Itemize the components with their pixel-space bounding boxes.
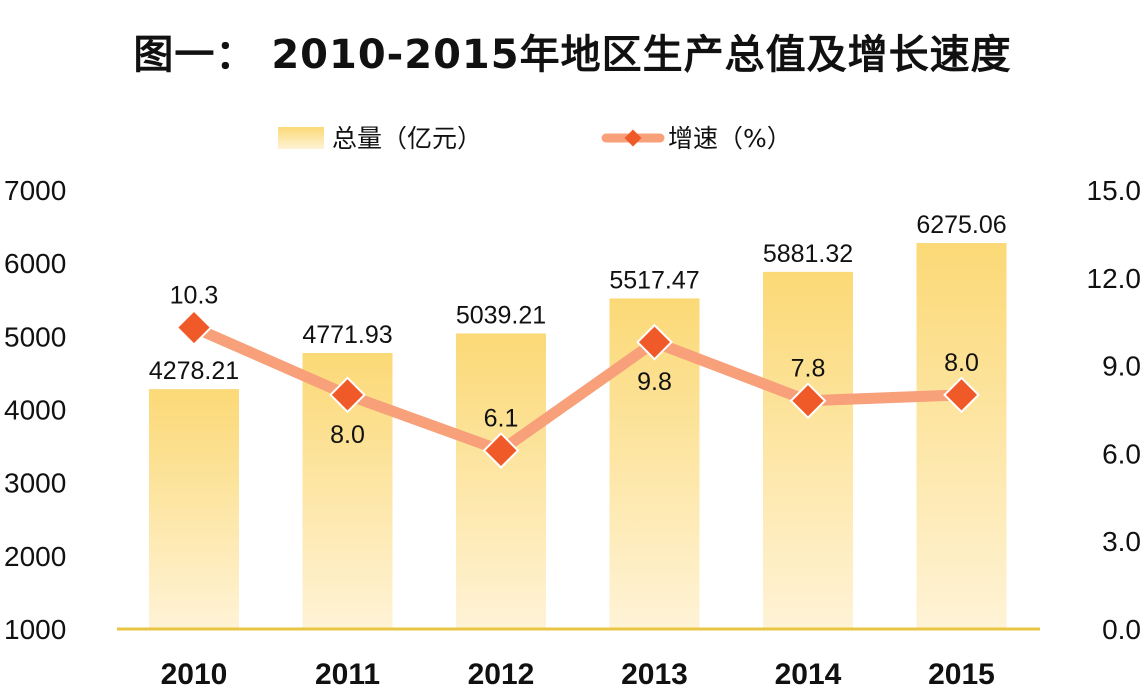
category-label: 2015: [928, 658, 995, 691]
growth-value-label: 8.0: [944, 349, 979, 377]
right-tick-label: 9.0: [1102, 351, 1141, 382]
right-tick-label: 0.0: [1102, 614, 1141, 645]
category-label: 2014: [775, 658, 842, 691]
growth-marker: [482, 432, 520, 469]
growth-marker: [943, 376, 980, 414]
bar: [456, 333, 546, 628]
bar-value-label: 4771.93: [302, 321, 392, 349]
bar-value-label: 4278.21: [149, 357, 239, 385]
left-axis-ticks: 1000 2000 3000 4000 5000 6000 7000: [4, 175, 66, 645]
growth-line: [188, 322, 967, 456]
category-labels: 2010 2011 2012 2013 2014 2015: [161, 658, 995, 691]
right-tick-label: 15.0: [1087, 175, 1142, 206]
growth-value-label: 10.3: [170, 282, 219, 310]
left-tick-label: 3000: [4, 468, 66, 499]
left-tick-label: 6000: [4, 248, 66, 279]
growth-marker: [329, 376, 366, 414]
left-tick-label: 4000: [4, 395, 66, 426]
growth-value-label: 9.8: [637, 368, 672, 396]
right-tick-label: 3.0: [1102, 526, 1141, 557]
bar: [149, 389, 239, 628]
bar-value-label: 5881.32: [763, 240, 853, 268]
growth-marker: [175, 309, 213, 346]
line-series: 10.3 8.0 6.1 9.8 7.8 8.0: [170, 282, 980, 469]
growth-value-label: 8.0: [330, 421, 365, 449]
growth-marker: [636, 323, 673, 361]
bar: [916, 243, 1007, 628]
left-tick-label: 7000: [4, 175, 66, 206]
growth-marker: [789, 382, 827, 420]
growth-value-label: 6.1: [484, 404, 519, 432]
legend: 总量（亿元） 增速（%）: [278, 124, 792, 153]
category-label: 2012: [468, 658, 535, 691]
left-tick-label: 5000: [4, 321, 66, 352]
bar: [763, 271, 853, 628]
right-tick-label: 6.0: [1102, 438, 1141, 469]
right-tick-label: 12.0: [1087, 263, 1142, 294]
legend-swatch-bar: [278, 127, 324, 149]
category-label: 2011: [315, 658, 380, 691]
legend-label-bar: 总量（亿元）: [332, 124, 482, 153]
category-label: 2013: [621, 658, 688, 691]
legend-swatch-marker: [624, 129, 642, 147]
chart-title: 图一： 2010-2015年地区生产总值及增长速度: [133, 32, 1012, 78]
left-tick-label: 1000: [4, 614, 66, 645]
left-tick-label: 2000: [4, 541, 66, 572]
category-label: 2010: [161, 658, 228, 691]
growth-value-label: 7.8: [791, 355, 826, 383]
bar-value-label: 5517.47: [609, 266, 699, 294]
right-axis-ticks: 0.0 3.0 6.0 9.0 12.0 15.0: [1087, 175, 1142, 645]
bar-series: 4278.21 4771.93 5039.21 5517.47 5881.32 6275.…: [149, 211, 1007, 628]
bar-value-label: 5039.21: [456, 301, 546, 329]
legend-label-line: 增速（%）: [668, 124, 792, 153]
bar-value-label: 6275.06: [916, 211, 1006, 239]
